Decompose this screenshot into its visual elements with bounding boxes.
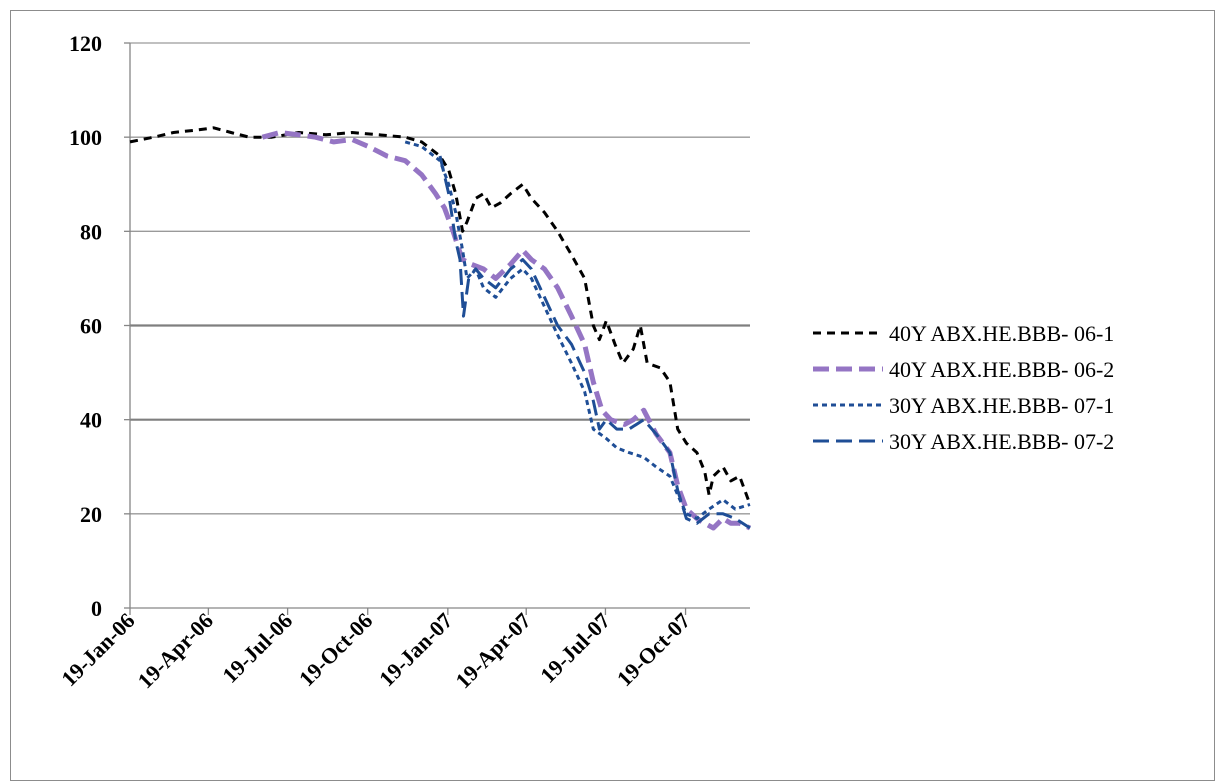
y-tick-label: 60 <box>80 314 102 339</box>
x-tick-label: 19-Jul-06 <box>217 608 297 688</box>
chart-frame <box>10 10 1215 781</box>
y-tick-label: 100 <box>69 125 102 150</box>
series-lines <box>129 126 752 531</box>
legend-label: 40Y ABX.HE.BBB- 06-2 <box>889 357 1114 382</box>
x-tick-label: 19-Apr-06 <box>133 608 218 693</box>
y-axis-ticks: 0 20 40 60 80 100 120 <box>69 31 130 621</box>
series-line <box>261 130 752 531</box>
series-line <box>438 155 751 530</box>
y-tick-label: 0 <box>91 596 102 621</box>
legend-label: 30Y ABX.HE.BBB- 07-2 <box>889 429 1114 454</box>
legend-label: 40Y ABX.HE.BBB- 06-1 <box>889 321 1114 346</box>
x-tick-label: 19-Jan-07 <box>374 608 457 691</box>
gridlines <box>130 42 750 515</box>
x-tick-label: 19-Jul-07 <box>535 608 615 688</box>
x-tick-label: 19-Apr-07 <box>450 608 535 693</box>
y-tick-label: 120 <box>69 31 102 56</box>
y-tick-label: 40 <box>80 408 102 433</box>
legend: 40Y ABX.HE.BBB- 06-1 40Y ABX.HE.BBB- 06-2… <box>813 321 1114 454</box>
legend-label: 30Y ABX.HE.BBB- 07-1 <box>889 393 1114 418</box>
y-tick-label: 80 <box>80 219 102 244</box>
series-line <box>129 126 752 505</box>
x-tick-label: 19-Oct-07 <box>612 608 695 691</box>
series-line <box>404 140 751 520</box>
x-tick-label: 19-Oct-06 <box>294 608 377 691</box>
y-tick-label: 20 <box>80 502 102 527</box>
